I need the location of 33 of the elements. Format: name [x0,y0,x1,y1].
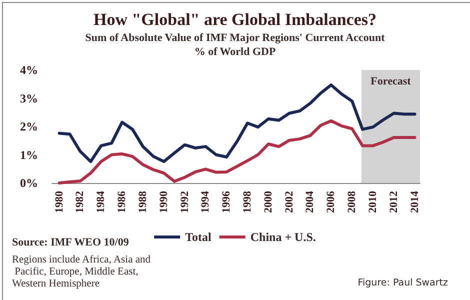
y-tick-label: 4% [20,63,38,77]
line-series [58,119,416,184]
x-tick-label: 1984 [95,190,108,213]
x-tick-label: 2002 [283,190,296,213]
legend-label: China + U.S. [250,230,316,244]
x-tick-label: 1982 [74,190,86,213]
x-tick-label: 2006 [325,190,338,213]
x-tick-label: 2012 [388,190,400,213]
y-tick-label: 3% [20,91,38,106]
x-tick-label: 1996 [220,190,233,213]
text: Figure: Paul Swartz [358,278,448,288]
y-tick-label: 1% [20,148,38,162]
x-tick-label: 1980 [53,190,66,213]
x-tick-label: 1992 [178,190,191,213]
x-tick-label: 1988 [136,190,149,213]
source-note: Source: IMF WEO 10/09 [12,236,130,248]
x-tick-label: 2008 [346,190,358,213]
x-tick-label: 2000 [262,190,274,213]
x-tick-label: 2004 [304,190,316,213]
y-tick-label: 0% [20,176,38,190]
x-tick-label: 1986 [116,190,128,213]
chart-title: How "Global" are Global Imbalances? [93,10,377,29]
x-tick-label: 1994 [200,190,212,213]
band-label: Forecast [370,76,412,88]
y-tick-label: 2% [20,120,38,134]
x-tick-label: 2014 [408,190,421,213]
line-series [58,83,416,164]
x-tick-label: 1990 [158,190,170,213]
chart-subtitle: Sum of Absolute Value of IMF Major Regions' Current Account % of World GDP [85,32,386,58]
text: Regions include Africa, Asia and Pacific, Europe, Middle East, Western Hemisphere [12,254,152,290]
x-tick-label: 2010 [366,190,379,213]
x-tick-label: 1998 [242,190,254,213]
legend-label: Total [185,230,212,244]
